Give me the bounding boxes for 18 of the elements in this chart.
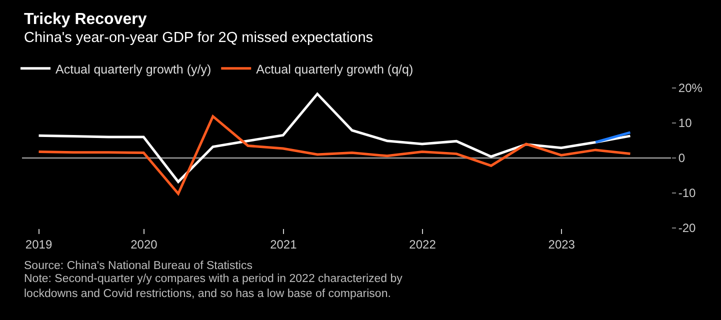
y-tick-label: -10	[678, 186, 696, 200]
line-series	[38, 115, 632, 195]
x-tick-label: 2019	[25, 237, 52, 252]
chart-subtitle: China's year-on-year GDP for 2Q missed expectations	[24, 30, 374, 46]
y-tick-label: -20	[678, 221, 696, 236]
text: Note: Second-quarter y/y compares with a period in 2022 characterized by lockdowns and Covid restrictions, and so has a low base of comparison.	[24, 273, 403, 300]
y-tick-label: 10	[678, 116, 692, 130]
chart-title: Tricky Recovery	[24, 11, 147, 28]
legend-label: Actual quarterly growth (y/y)	[56, 62, 212, 76]
x-tick-label: 2020	[130, 237, 158, 252]
x-tick-label: 2021	[270, 237, 298, 252]
y-tick-label: 20%	[678, 81, 703, 96]
x-tick-label: 2023	[548, 237, 576, 252]
y-tick-label: 0	[678, 151, 686, 166]
line-series	[38, 92, 632, 184]
legend-label: Actual quarterly growth (q/q)	[256, 62, 414, 76]
source-note: Source: China's National Bureau of Statistics	[24, 260, 253, 272]
x-tick-label: 2022	[409, 237, 436, 252]
